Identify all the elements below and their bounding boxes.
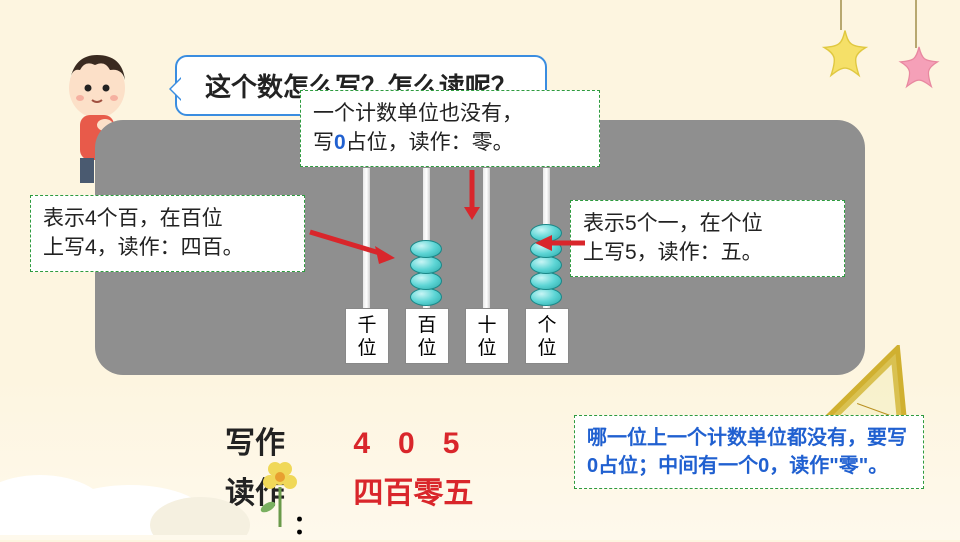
note-top-l2b: 占位，读作：零。: [346, 131, 514, 154]
place-box: 十位: [465, 308, 509, 364]
note-right-l2: 上写5，读作：五。: [583, 241, 763, 264]
note-right: 表示5个一，在个位 上写5，读作：五。: [570, 200, 845, 277]
note-bottom: 哪一位上一个计数单位都没有，要写0占位；中间有一个0，读作"零"。: [574, 415, 924, 489]
abacus-bead: [410, 272, 442, 290]
row-write: 写作 405: [225, 418, 487, 462]
star-pink-icon: [888, 42, 950, 104]
note-top: 一个计数单位也没有， 写0占位，读作：零。: [300, 90, 600, 167]
abacus-bead: [530, 256, 562, 274]
star-yellow-icon: [810, 25, 880, 95]
arrow-down-icon: [452, 165, 492, 225]
write-value: 405: [353, 427, 487, 460]
arrow-right-icon: [305, 222, 405, 272]
string-decor: [915, 0, 917, 48]
place-box: 个位: [525, 308, 569, 364]
note-top-line1: 一个计数单位也没有，: [313, 102, 523, 125]
place-box: 千位: [345, 308, 389, 364]
abacus-bead: [530, 288, 562, 306]
note-top-hl: 0: [334, 131, 346, 154]
note-left: 表示4个百，在百位 上写4，读作：四百。: [30, 195, 305, 272]
flower-icon: [250, 457, 310, 532]
read-value: 四百零五: [353, 477, 473, 510]
abacus-bead: [410, 240, 442, 258]
arrow-left-icon: [530, 228, 590, 258]
note-left-l2: 上写4，读作：四百。: [43, 236, 244, 259]
abacus-bead: [410, 256, 442, 274]
cloud-icon: [0, 435, 260, 540]
abacus-bead: [530, 272, 562, 290]
note-bottom-text: 哪一位上一个计数单位都没有，要写0占位；中间有一个0，读作"零"。: [587, 427, 907, 477]
note-top-l2a: 写: [313, 131, 334, 154]
abacus-bead: [410, 288, 442, 306]
note-left-l1: 表示4个百，在百位: [43, 207, 223, 230]
place-box: 百位: [405, 308, 449, 364]
note-right-l1: 表示5个一，在个位: [583, 212, 763, 235]
